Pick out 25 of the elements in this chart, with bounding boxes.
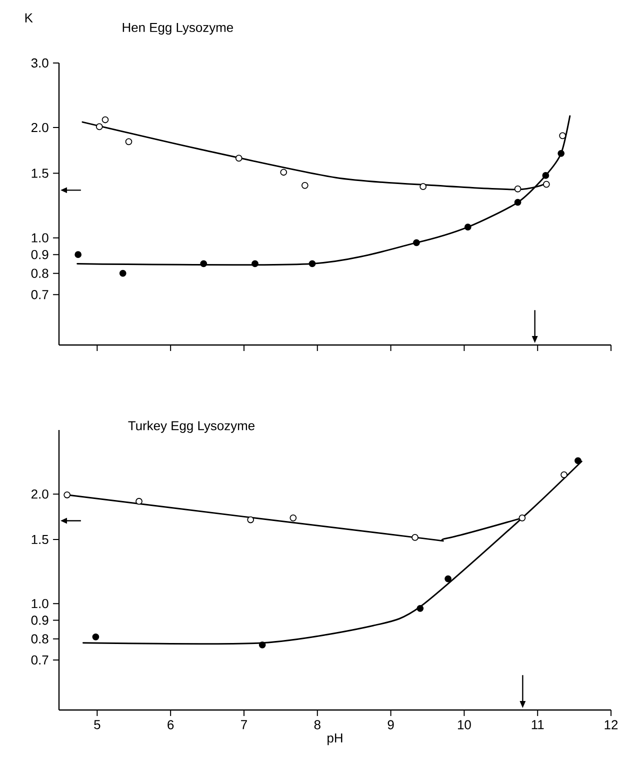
- chart-title: Hen Egg Lysozyme: [122, 23, 234, 35]
- y-tick-label: 1.0: [32, 599, 48, 608]
- y-tick-label: 1.0: [32, 233, 48, 242]
- x-tick-label: 5: [94, 720, 100, 730]
- y-tick-label: 3.0: [31, 58, 48, 68]
- y-tick-label: 0.7: [31, 290, 48, 300]
- y-tick-label: 2.0: [31, 122, 48, 132]
- x-axis-title: pH: [328, 734, 342, 746]
- y-tick-label: 1.5: [32, 535, 48, 544]
- x-tick-label: 11: [532, 720, 544, 730]
- y-tick-label: 2.0: [31, 489, 48, 499]
- y-tick-label: 0.9: [31, 616, 48, 625]
- x-tick-label: 12: [604, 720, 618, 730]
- y-tick-label: 0.8: [31, 634, 48, 644]
- y-axis-title: K: [25, 13, 33, 22]
- y-tick-label: 0.8: [31, 268, 48, 278]
- x-tick-label: 9: [388, 720, 394, 730]
- chart-title: Turkey Egg Lysozyme: [128, 420, 254, 433]
- x-tick-label: 10: [458, 720, 471, 730]
- x-tick-label: 7: [241, 720, 247, 730]
- x-tick-label: 8: [314, 720, 320, 730]
- y-tick-label: 0.7: [31, 655, 48, 665]
- x-tick-label: 6: [168, 720, 174, 730]
- y-tick-label: 1.5: [32, 168, 48, 178]
- y-tick-label: 0.9: [31, 250, 48, 260]
